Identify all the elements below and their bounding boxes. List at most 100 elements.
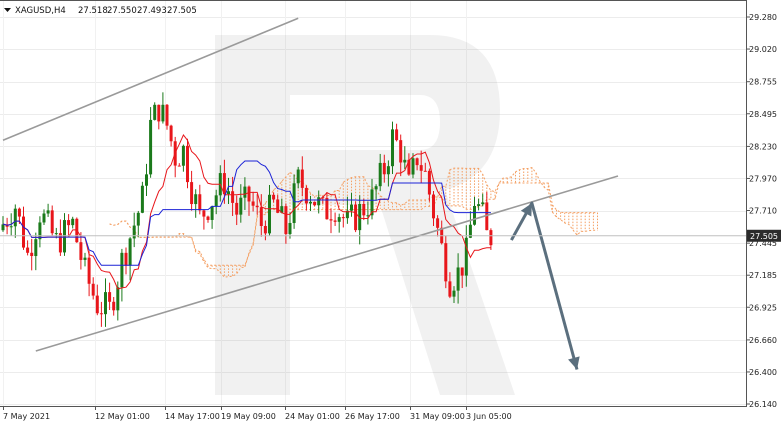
candle-body [280, 206, 284, 213]
candle [481, 193, 485, 207]
candle-body [358, 204, 362, 231]
candle [448, 272, 452, 299]
candle [329, 208, 333, 234]
candle [378, 153, 382, 192]
candle [58, 219, 62, 256]
x-axis: 7 May 2021 12 May 01:00 14 May 17:00 19 May… [3, 406, 512, 421]
trend-channel [2, 17, 619, 352]
candle-body [329, 219, 333, 221]
candle-body [26, 247, 30, 253]
candle [432, 190, 435, 227]
candle [243, 177, 247, 210]
candle-body [403, 159, 407, 163]
candle-body [464, 237, 468, 276]
candle [276, 194, 280, 214]
ohlc-high: 27.550 [107, 6, 137, 16]
candle-body [300, 169, 304, 188]
y-tick-label: 26.660 [749, 336, 777, 345]
candle-body [194, 194, 198, 205]
candle-body [214, 195, 218, 207]
candle-body [341, 217, 345, 219]
candle [354, 201, 358, 233]
candle-body [374, 186, 378, 190]
candle-body [181, 145, 185, 166]
candle [99, 301, 103, 327]
candle [177, 163, 181, 167]
candle [391, 121, 394, 174]
candle-body [419, 165, 423, 171]
candle-body [366, 215, 370, 217]
candle [280, 198, 284, 214]
candle [149, 107, 153, 178]
candle [423, 162, 427, 172]
candle [337, 213, 341, 233]
candle [202, 209, 206, 230]
candle-body [481, 202, 485, 205]
candle-body [157, 104, 161, 122]
candle-body [386, 166, 390, 175]
candle-body [333, 220, 337, 222]
candle [419, 150, 423, 183]
candle-body [263, 225, 267, 234]
candle-body [243, 186, 247, 198]
candle [145, 163, 148, 197]
candle [288, 212, 292, 239]
grid [0, 1, 746, 406]
candle [251, 191, 255, 212]
candle-body [190, 182, 194, 205]
candle-body [473, 205, 476, 225]
candle-body [153, 104, 157, 120]
candle-body [9, 226, 13, 228]
candle-body [50, 210, 54, 234]
y-tick-label: 26.140 [749, 400, 777, 409]
candle-body [350, 204, 353, 211]
candle-body [136, 212, 140, 226]
candle-body [288, 223, 292, 235]
candle-body [104, 292, 107, 315]
candle-body [161, 104, 165, 122]
x-tick-label: 24 May 01:00 [285, 412, 340, 421]
candle [382, 154, 386, 183]
candle [362, 198, 366, 221]
ichimoku-lines [2, 134, 491, 290]
candle [452, 286, 456, 304]
candle-body [452, 290, 456, 297]
candle-body [436, 218, 440, 228]
candle-body [227, 191, 230, 195]
candle [395, 123, 399, 142]
candle-body [112, 301, 116, 311]
candle [95, 284, 99, 316]
candle-body [411, 158, 415, 175]
candle-body [391, 129, 394, 167]
price-box-label: 27.505 [750, 232, 778, 241]
candle-body [239, 197, 243, 215]
candle-body [120, 252, 124, 288]
senkou-span-b [109, 167, 598, 266]
candle-body [67, 220, 71, 226]
candle [165, 104, 169, 130]
candle-body [186, 145, 189, 183]
y-tick-label: 28.495 [749, 110, 777, 119]
candle [71, 216, 75, 229]
channel-upper-line [2, 17, 299, 141]
candle-body [477, 204, 481, 206]
candle-body [165, 104, 169, 126]
candle [67, 214, 71, 237]
candle [108, 282, 112, 310]
y-tick-label: 29.020 [749, 45, 777, 54]
candle-body [202, 210, 206, 217]
candle [190, 170, 194, 211]
candle-body [54, 233, 58, 235]
y-tick-label: 27.185 [749, 271, 777, 280]
candle-body [399, 140, 403, 163]
candle [403, 146, 407, 170]
x-tick-label: 31 May 09:00 [410, 412, 465, 421]
candle [460, 267, 464, 289]
candle-body [140, 185, 144, 213]
candle [477, 198, 481, 211]
candle [386, 160, 390, 187]
candle-body [325, 197, 329, 220]
dropdown-triangle-icon[interactable] [4, 8, 11, 12]
candle [38, 216, 42, 248]
